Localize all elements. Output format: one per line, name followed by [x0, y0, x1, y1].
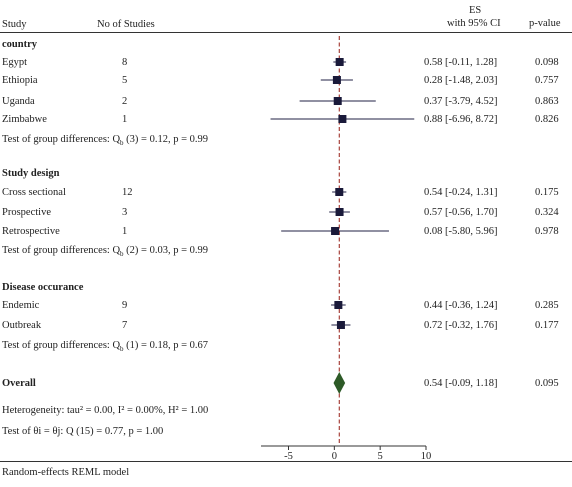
row-ci: 0.08 [-5.80, 5.96] — [424, 226, 498, 237]
row-n: 7 — [122, 320, 128, 331]
effect-marker — [335, 208, 344, 216]
x-tick-label: -5 — [284, 451, 293, 462]
heterogeneity-stats: Heterogeneity: tau² = 0.00, I² = 0.00%, … — [2, 405, 209, 416]
row-n: 5 — [122, 75, 128, 86]
x-tick-label: 0 — [332, 451, 337, 462]
effect-marker — [334, 301, 343, 309]
row-label: Egypt — [2, 57, 28, 68]
overall-ci: 0.54 [-0.09, 1.18] — [424, 378, 498, 389]
header-pvalue: p-value — [529, 18, 561, 29]
row-ci: 0.37 [-3.79, 4.52] — [424, 96, 498, 107]
overall-diamond — [333, 372, 346, 394]
row-n: 1 — [122, 114, 128, 125]
row-n: 2 — [122, 96, 128, 107]
header-es: ES — [469, 5, 482, 16]
row-ci: 0.88 [-6.96, 8.72] — [424, 114, 498, 125]
effect-marker — [331, 227, 340, 235]
effect-marker — [332, 76, 341, 84]
theta-test: Test of θi = θj: Q (15) = 0.77, p = 1.00 — [2, 426, 164, 437]
row-n: 3 — [122, 207, 128, 218]
overall-label: Overall — [2, 378, 36, 389]
row-pvalue: 0.175 — [535, 187, 559, 198]
effect-marker — [335, 58, 344, 66]
row-pvalue: 0.757 — [535, 75, 559, 86]
footer-divider — [0, 461, 572, 462]
row-label: Prospective — [2, 207, 51, 218]
footer-note: Random-effects REML model — [2, 467, 130, 478]
group-test: Test of group differences: Qb (3) = 0.12… — [2, 134, 209, 148]
row-label: Uganda — [2, 96, 35, 107]
effect-marker — [338, 115, 347, 123]
header-no-of-studies: No of Studies — [97, 19, 155, 30]
row-pvalue: 0.098 — [535, 57, 559, 68]
row-pvalue: 0.285 — [535, 300, 559, 311]
group-title-disease-occurance: Disease occurance — [2, 282, 84, 293]
row-pvalue: 0.177 — [535, 320, 559, 331]
row-n: 1 — [122, 226, 128, 237]
row-label: Cross sectional — [2, 187, 66, 198]
row-label: Ethiopia — [2, 75, 38, 86]
effect-marker — [333, 97, 342, 105]
row-n: 9 — [122, 300, 128, 311]
effect-marker — [336, 321, 345, 329]
row-label: Zimbabwe — [2, 114, 47, 125]
row-pvalue: 0.863 — [535, 96, 559, 107]
x-tick-label: 10 — [421, 451, 432, 462]
header-es-ci: with 95% CI — [447, 18, 501, 29]
group-test: Test of group differences: Qb (1) = 0.18… — [2, 340, 209, 354]
row-ci: 0.28 [-1.48, 2.03] — [424, 75, 498, 86]
x-tick-label: 5 — [378, 451, 383, 462]
row-pvalue: 0.324 — [535, 207, 559, 218]
row-ci: 0.72 [-0.32, 1.76] — [424, 320, 498, 331]
overall-pvalue: 0.095 — [535, 378, 559, 389]
row-ci: 0.57 [-0.56, 1.70] — [424, 207, 498, 218]
row-label: Retrospective — [2, 226, 60, 237]
group-title-country: country — [2, 39, 37, 50]
row-ci: 0.54 [-0.24, 1.31] — [424, 187, 498, 198]
row-ci: 0.44 [-0.36, 1.24] — [424, 300, 498, 311]
row-n: 8 — [122, 57, 128, 68]
header-divider — [0, 32, 572, 33]
row-pvalue: 0.978 — [535, 226, 559, 237]
header-study: Study — [2, 19, 27, 30]
row-label: Outbreak — [2, 320, 42, 331]
row-ci: 0.58 [-0.11, 1.28] — [424, 57, 498, 68]
row-n: 12 — [122, 187, 133, 198]
group-title-study-design: Study design — [2, 168, 60, 179]
group-test: Test of group differences: Qb (2) = 0.03… — [2, 245, 209, 259]
row-pvalue: 0.826 — [535, 114, 559, 125]
effect-marker — [335, 188, 344, 196]
row-label: Endemic — [2, 300, 40, 311]
